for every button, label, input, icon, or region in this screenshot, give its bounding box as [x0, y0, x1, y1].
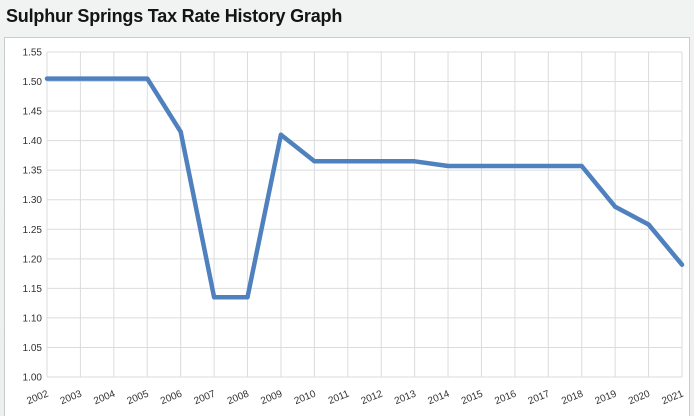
x-tick-label: 2004: [92, 388, 117, 407]
data-point: [45, 76, 49, 81]
x-tick-label: 2012: [360, 388, 385, 407]
y-tick-label: 1.30: [23, 195, 43, 206]
x-tick-label: 2014: [426, 388, 451, 407]
x-tick-label: 2002: [25, 388, 50, 407]
x-tick-label: 2017: [527, 388, 552, 407]
x-tick-label: 2005: [126, 388, 151, 407]
x-tick-label: 2016: [493, 388, 518, 407]
x-tick-label: 2009: [259, 388, 284, 407]
x-tick-label: 2015: [460, 388, 485, 407]
x-tick-label: 2003: [59, 388, 84, 407]
y-tick-label: 1.40: [23, 136, 43, 147]
data-point: [111, 76, 116, 81]
x-tick-label: 2006: [159, 388, 184, 407]
y-tick-label: 1.35: [23, 166, 43, 177]
data-point: [312, 159, 317, 164]
data-point: [379, 159, 384, 164]
series-layer: [44, 76, 685, 300]
y-tick-label: 1.20: [23, 254, 43, 265]
x-tick-label: 2008: [226, 388, 251, 407]
x-tick-label: 2010: [293, 388, 318, 407]
y-tick-label: 1.50: [23, 77, 43, 88]
data-point: [412, 159, 417, 164]
chart-frame: [4, 37, 690, 416]
y-tick-label: 1.05: [23, 343, 43, 354]
data-point: [579, 164, 584, 169]
chart-title: Sulphur Springs Tax Rate History Graph: [6, 6, 343, 26]
data-point: [512, 164, 517, 169]
data-point: [646, 222, 651, 227]
data-point: [78, 76, 83, 81]
x-tick-label: 2021: [660, 388, 685, 407]
data-point: [546, 164, 551, 169]
x-axis-ticks: 2002 2003 2004 2005 2006 2007 2008 2009 2010 2011…: [25, 388, 685, 407]
data-point: [178, 129, 183, 134]
data-point: [278, 132, 283, 137]
data-point: [680, 262, 684, 267]
x-tick-label: 2011: [327, 388, 351, 406]
series-line: [44, 76, 685, 300]
y-tick-label: 1.00: [23, 373, 43, 384]
data-point: [479, 164, 484, 169]
y-axis-ticks: 1.00 1.05 1.10 1.15 1.20 1.25 1.30 1.35 1.40 1.45…: [23, 48, 43, 384]
x-tick-label: 2007: [192, 388, 217, 407]
y-tick-label: 1.55: [23, 48, 43, 59]
data-point: [345, 159, 350, 164]
y-tick-label: 1.15: [23, 284, 43, 295]
data-point: [245, 295, 250, 300]
data-point: [613, 204, 618, 209]
x-tick-label: 2019: [594, 388, 619, 407]
data-point: [145, 76, 150, 81]
x-tick-label: 2020: [627, 388, 652, 407]
y-tick-label: 1.10: [23, 313, 43, 324]
data-point: [446, 164, 451, 169]
x-tick-label: 2018: [560, 388, 585, 407]
y-tick-label: 1.45: [23, 107, 43, 118]
x-tick-label: 2013: [393, 388, 418, 407]
y-tick-label: 1.25: [23, 225, 43, 236]
gridlines: [46, 51, 683, 378]
data-point: [212, 295, 217, 300]
